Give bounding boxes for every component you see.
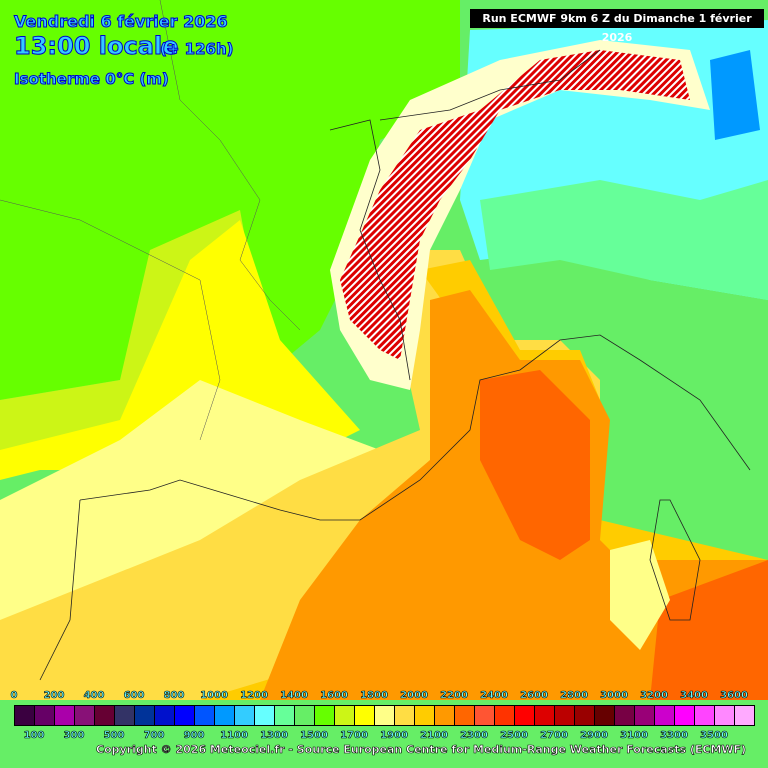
legend-swatch — [95, 706, 115, 725]
legend-swatch — [715, 706, 735, 725]
legend-label-top: 0 — [10, 690, 18, 702]
legend-swatch — [375, 706, 395, 725]
legend-swatch — [75, 706, 95, 725]
legend-label-top: 3400 — [680, 690, 708, 702]
legend-swatch — [135, 706, 155, 725]
legend-label-top: 1200 — [240, 690, 268, 702]
legend-label-top: 1000 — [200, 690, 228, 702]
legend-swatch — [295, 706, 315, 725]
legend-label-bottom: 2900 — [580, 730, 608, 742]
legend-swatch — [695, 706, 715, 725]
legend-swatch — [395, 706, 415, 725]
legend-label-bottom: 3300 — [660, 730, 688, 742]
forecast-date: Vendredi 6 février 2026 — [14, 12, 229, 32]
legend-swatch — [235, 706, 255, 725]
legend-label-top: 2200 — [440, 690, 468, 702]
legend-label-top: 2000 — [400, 690, 428, 702]
legend-label-bottom: 1100 — [220, 730, 248, 742]
legend-swatch — [455, 706, 475, 725]
legend-swatch — [415, 706, 435, 725]
copyright: Copyright © 2026 Meteociel.fr - Source E… — [96, 743, 747, 757]
legend-swatch — [615, 706, 635, 725]
legend-label-bottom: 2100 — [420, 730, 448, 742]
legend-swatch — [155, 706, 175, 725]
legend-swatch — [475, 706, 495, 725]
legend-swatch — [435, 706, 455, 725]
zone-dark-orange-east — [650, 560, 768, 700]
legend-swatch — [15, 706, 35, 725]
legend-label-top: 1600 — [320, 690, 348, 702]
legend-label-top: 3200 — [640, 690, 668, 702]
legend-swatch — [315, 706, 335, 725]
legend-swatch — [535, 706, 555, 725]
legend-swatch — [275, 706, 295, 725]
legend-swatch — [215, 706, 235, 725]
legend-swatch — [175, 706, 195, 725]
legend-label-bottom: 3500 — [700, 730, 728, 742]
alps-white-band — [330, 40, 710, 390]
legend-label-bottom: 2500 — [500, 730, 528, 742]
legend-label-bottom: 500 — [103, 730, 125, 742]
corsica-cold — [610, 540, 670, 650]
legend-swatch — [575, 706, 595, 725]
legend-label-top: 400 — [83, 690, 105, 702]
legend-swatch — [255, 706, 275, 725]
run-info: Run ECMWF 9km 6 Z du Dimanche 1 février … — [470, 9, 764, 44]
legend-label-top: 1400 — [280, 690, 308, 702]
legend-swatch — [355, 706, 375, 725]
legend-swatch — [115, 706, 135, 725]
legend-swatch — [675, 706, 695, 725]
legend-label-bottom: 1700 — [340, 730, 368, 742]
legend-swatch — [735, 706, 754, 725]
legend-label-bottom: 2700 — [540, 730, 568, 742]
parameter-label: Isotherme 0°C (m) — [14, 70, 170, 89]
legend-label-bottom: 300 — [63, 730, 85, 742]
alps-hatched-high — [340, 50, 690, 360]
color-legend — [14, 705, 755, 726]
legend-swatch — [555, 706, 575, 725]
legend-label-bottom: 3100 — [620, 730, 648, 742]
legend-swatch — [515, 706, 535, 725]
legend-swatch — [595, 706, 615, 725]
legend-swatch — [35, 706, 55, 725]
legend-label-top: 1800 — [360, 690, 388, 702]
legend-swatch — [195, 706, 215, 725]
forecast-offset: (+ 126h) — [160, 40, 234, 59]
legend-label-bottom: 1900 — [380, 730, 408, 742]
legend-label-top: 3000 — [600, 690, 628, 702]
legend-label-top: 800 — [163, 690, 185, 702]
legend-label-top: 2600 — [520, 690, 548, 702]
legend-label-bottom: 900 — [183, 730, 205, 742]
legend-swatch — [635, 706, 655, 725]
forecast-time: 13:00 locale — [13, 32, 179, 61]
legend-label-top: 3600 — [720, 690, 748, 702]
legend-label-bottom: 2300 — [460, 730, 488, 742]
legend-label-bottom: 700 — [143, 730, 165, 742]
legend-swatch — [495, 706, 515, 725]
zone-dark-orange — [480, 370, 590, 560]
legend-label-bottom: 1500 — [300, 730, 328, 742]
zone-blue — [710, 50, 760, 140]
legend-label-top: 2800 — [560, 690, 588, 702]
zone-light-green — [480, 180, 768, 300]
legend-label-top: 2400 — [480, 690, 508, 702]
legend-label-top: 200 — [43, 690, 65, 702]
legend-swatch — [655, 706, 675, 725]
zone-bright-green — [0, 0, 460, 400]
borders — [0, 0, 751, 681]
legend-label-bottom: 100 — [23, 730, 45, 742]
legend-swatch — [55, 706, 75, 725]
legend-label-top: 600 — [123, 690, 145, 702]
legend-swatch — [335, 706, 355, 725]
legend-label-bottom: 1300 — [260, 730, 288, 742]
